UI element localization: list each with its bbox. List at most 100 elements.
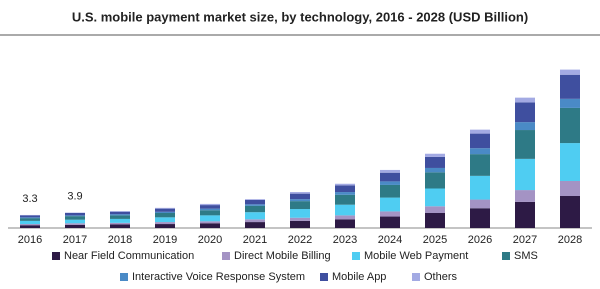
bar-segment [200, 223, 220, 228]
bar-segment [110, 218, 130, 223]
bar-segment [470, 208, 490, 228]
x-tick-label: 2023 [333, 234, 357, 246]
bar-segment [245, 199, 265, 200]
bar-segment [335, 192, 355, 195]
bar-segment [200, 215, 220, 222]
bar-segment [20, 220, 40, 225]
bar-segment [470, 175, 490, 200]
total-label: 3.3 [22, 193, 37, 205]
bar-segment [290, 217, 310, 221]
x-tick-label: 2021 [243, 234, 267, 246]
x-tick-label: 2028 [558, 234, 582, 246]
x-tick-label: 2018 [108, 234, 132, 246]
x-tick-label: 2017 [63, 234, 87, 246]
bar-segment [65, 219, 85, 224]
bar-segment [470, 148, 490, 155]
bar-segment [245, 222, 265, 228]
bar-segment [290, 209, 310, 218]
legend-label: Near Field Communication [64, 250, 194, 262]
bar-segment [380, 172, 400, 182]
bar-segment [515, 201, 535, 228]
x-tick-label: 2026 [468, 234, 492, 246]
bar-segment [425, 156, 445, 168]
bar-segment [560, 143, 580, 181]
bar-segment [335, 194, 355, 205]
bar-segment [110, 222, 130, 225]
bar-segment [380, 169, 400, 173]
bar-segment [110, 214, 130, 216]
bar-segment [245, 204, 265, 206]
bar-segment [290, 193, 310, 200]
legend-swatch [222, 252, 230, 260]
bar-segment [65, 215, 85, 217]
bar-segment [155, 222, 175, 225]
legend-label: Interactive Voice Response System [132, 271, 305, 283]
bar-segment [290, 201, 310, 210]
bar-segment [560, 107, 580, 144]
bar-segment [65, 223, 85, 225]
bar-segment [200, 210, 220, 216]
bar-segment [110, 211, 130, 212]
bar-segment [560, 196, 580, 228]
bar-segment [335, 219, 355, 228]
bar-segment [290, 199, 310, 202]
bar-segment [425, 212, 445, 228]
x-tick-label: 2022 [288, 234, 312, 246]
x-tick-label: 2027 [513, 234, 537, 246]
legend-label: Mobile Web Payment [364, 250, 468, 262]
bar-segment [515, 122, 535, 131]
bar-segment [155, 208, 175, 212]
bar-segment [65, 212, 85, 216]
bar-segment [470, 133, 490, 149]
bar-segment [200, 203, 220, 206]
bar-segment [425, 172, 445, 189]
bar-segment [155, 212, 175, 218]
bar-segment [560, 98, 580, 108]
bar-segment [380, 197, 400, 212]
bar-segment [380, 181, 400, 185]
bar-segment [290, 192, 310, 194]
legend-swatch [502, 252, 510, 260]
bar-segment [515, 97, 535, 103]
bar-segment [155, 211, 175, 213]
bar-segment [335, 183, 355, 186]
bar-segment [560, 180, 580, 197]
bar-segment [200, 221, 220, 224]
legend-swatch [120, 273, 128, 281]
bar-segment [470, 129, 490, 134]
bar-segment [515, 190, 535, 202]
x-tick-label: 2019 [153, 234, 177, 246]
bar-segment [200, 205, 220, 209]
bar-segment [110, 215, 130, 219]
legend-label: Mobile App [332, 271, 386, 283]
legend-swatch [52, 252, 60, 260]
bar-segment [245, 212, 265, 220]
bar-segment [425, 153, 445, 157]
bar-segment [20, 225, 40, 228]
bar-segment [155, 207, 175, 209]
bar-segment [560, 74, 580, 99]
bar-segment [515, 102, 535, 123]
bar-segment [65, 216, 85, 220]
bar-segment [470, 154, 490, 176]
bar-segment [200, 208, 220, 211]
bar-segment [20, 215, 40, 218]
bar-segment [515, 158, 535, 191]
bar-segment [110, 211, 130, 215]
x-tick-label: 2024 [378, 234, 402, 246]
total-label: 3.9 [67, 191, 82, 203]
bar-segment [110, 224, 130, 228]
legend-label: Others [424, 271, 458, 283]
bar-segment [380, 211, 400, 217]
bar-segment [425, 188, 445, 207]
bar-segment [335, 185, 355, 193]
bar-segment [20, 218, 40, 221]
x-tick-label: 2025 [423, 234, 447, 246]
bar-segment [245, 199, 265, 205]
legend-label: SMS [514, 250, 538, 262]
x-tick-label: 2020 [198, 234, 222, 246]
bar-segment [425, 206, 445, 213]
bar-segment [425, 167, 445, 173]
bar-segment [155, 217, 175, 223]
